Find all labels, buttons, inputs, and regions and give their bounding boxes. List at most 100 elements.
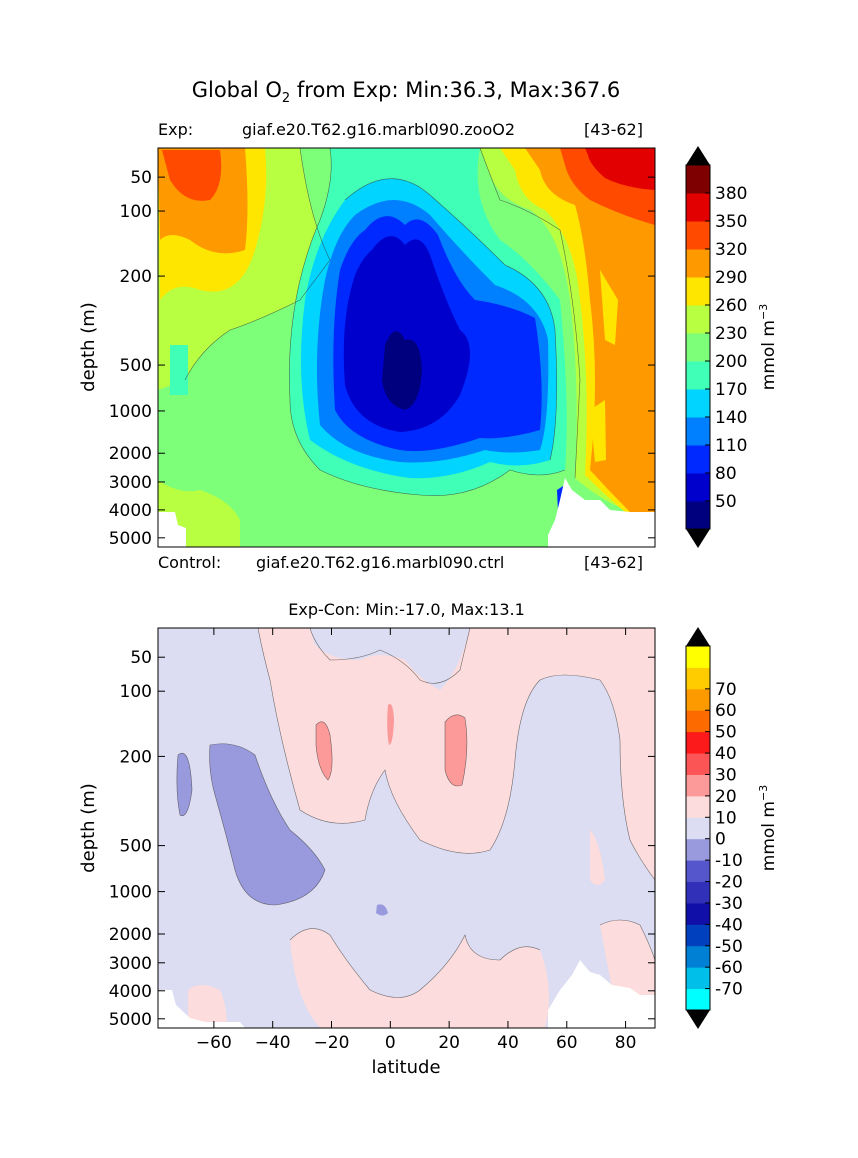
colorbar-tick-label: -20 [715, 873, 743, 893]
bottom-x-axis: −60 −40 −20 0 20 40 60 80 [196, 628, 636, 1053]
x-axis-label: latitude [371, 1057, 440, 1078]
colorbar-extend-min [686, 529, 710, 548]
control-case-name: giaf.e20.T62.g16.marbl090.ctrl [256, 553, 505, 572]
colorbar-swatch [686, 795, 710, 818]
exp-case-name: giaf.e20.T62.g16.marbl090.zooO2 [242, 120, 516, 139]
y-tick-label: 100 [120, 202, 152, 222]
bottom-y-axis: 50 100 200 500 1000 2000 3000 4000 5000 [109, 648, 655, 1030]
bottom-plot-frame [157, 627, 656, 1029]
colorbar-swatch [686, 445, 710, 474]
colorbar-swatch [686, 361, 710, 390]
y-tick-label: 5000 [109, 529, 152, 549]
colorbar-frame [685, 164, 711, 530]
colorbar-swatch [686, 731, 710, 754]
colorbar-tick-label: 200 [715, 352, 747, 372]
colorbar-tick-label: 20 [715, 787, 737, 807]
colorbar-tick-label: 50 [715, 492, 737, 512]
x-tick-label: 60 [556, 1033, 578, 1053]
colorbar-label-exponent: −3 [757, 785, 770, 801]
colorbar-tick-label: -50 [715, 937, 743, 957]
y-tick-label: 3000 [109, 954, 152, 974]
colorbar-swatch [686, 193, 710, 222]
colorbar-tick-label: -30 [715, 894, 743, 914]
colorbar-tick-label: -10 [715, 851, 743, 871]
colorbar-tick-label: 60 [715, 701, 737, 721]
y-tick-label: 50 [130, 648, 152, 668]
colorbar-tick-label: 10 [715, 808, 737, 828]
colorbar-swatch [686, 473, 710, 502]
colorbar-swatch [686, 753, 710, 775]
colorbar-swatch [686, 988, 710, 1011]
x-tick-label: 80 [615, 1033, 637, 1053]
colorbar-tick-label: 260 [715, 296, 747, 316]
colorbar-tick-label: 290 [715, 268, 747, 288]
colorbar-swatch [686, 967, 710, 990]
bottom-y-axis-label: depth (m) [78, 783, 99, 873]
colorbar-swatch [686, 417, 710, 446]
colorbar-swatch [686, 221, 710, 250]
colorbar-swatch [686, 860, 710, 883]
y-tick-label: 1000 [109, 883, 152, 903]
colorbar-tick-label: 140 [715, 408, 747, 428]
colorbar-swatch [686, 902, 710, 925]
colorbar-tick-label: 30 [715, 765, 737, 785]
colorbar-tick-label: 40 [715, 744, 737, 764]
colorbar-swatch [686, 646, 710, 668]
y-tick-label: 500 [120, 837, 152, 857]
y-tick-label: 500 [120, 356, 152, 376]
colorbar-tick-label: 320 [715, 240, 747, 260]
colorbar-swatch [686, 389, 710, 418]
colorbar-swatch [686, 249, 710, 278]
colorbar-label-exponent: −3 [757, 304, 770, 320]
control-years: [43-62] [584, 553, 643, 572]
colorbar-tick-label: 70 [715, 680, 737, 700]
top-colorbar: 50 80 110 140 170 200 230 260 290 320 350 380 mmol m… [685, 146, 779, 548]
x-tick-label: −60 [196, 1033, 232, 1053]
top-plot-frame [157, 147, 656, 548]
exp-years: [43-62] [584, 120, 643, 139]
colorbar-extend-max [686, 146, 710, 165]
top-y-axis-label: depth (m) [78, 302, 99, 392]
diff-panel-title: Exp-Con: Min:-17.0, Max:13.1 [288, 600, 525, 619]
colorbar-swatch [686, 277, 710, 306]
y-tick-label: 200 [120, 747, 152, 767]
colorbar-tick-label: 50 [715, 723, 737, 743]
y-tick-label: 2000 [109, 444, 152, 464]
y-tick-label: 200 [120, 267, 152, 287]
colorbar-swatch [686, 881, 710, 904]
y-tick-label: 1000 [109, 402, 152, 422]
y-tick-label: 4000 [109, 501, 152, 521]
colorbar-frame [685, 645, 711, 1011]
colorbar-tick-label: -70 [715, 980, 743, 1000]
x-tick-label: 20 [438, 1033, 460, 1053]
control-label: Control: [158, 553, 222, 572]
x-tick-label: 40 [497, 1033, 519, 1053]
colorbar-tick-label: 80 [715, 464, 737, 484]
colorbar-tick-label: 110 [715, 436, 747, 456]
colorbar-swatch [686, 924, 710, 947]
y-tick-label: 3000 [109, 473, 152, 493]
o2-field [158, 148, 655, 547]
top-y-axis: 50 100 200 500 1000 2000 3000 4000 5000 [109, 168, 655, 549]
colorbar-tick-label: 170 [715, 380, 747, 400]
colorbar-extend-min [686, 1010, 710, 1029]
y-tick-label: 4000 [109, 982, 152, 1002]
x-tick-label: 0 [385, 1033, 396, 1053]
colorbar-tick-label: -40 [715, 915, 743, 935]
colorbar-swatch [686, 710, 710, 733]
colorbar-tick-label: 380 [715, 184, 747, 204]
colorbar-tick-label: -60 [715, 958, 743, 978]
y-tick-label: 50 [130, 168, 152, 188]
diff-field [158, 628, 655, 1028]
y-tick-label: 100 [120, 682, 152, 702]
colorbar-label: mmol m−3 [757, 304, 779, 390]
y-tick-label: 5000 [109, 1010, 152, 1030]
y-tick-label: 2000 [109, 925, 152, 945]
colorbar-swatch [686, 774, 710, 797]
colorbar-swatch [686, 667, 710, 690]
colorbar-tick-label: 0 [715, 830, 726, 850]
x-tick-label: −40 [255, 1033, 291, 1053]
colorbar-tick-label: 230 [715, 324, 747, 344]
colorbar-swatch [686, 501, 710, 530]
